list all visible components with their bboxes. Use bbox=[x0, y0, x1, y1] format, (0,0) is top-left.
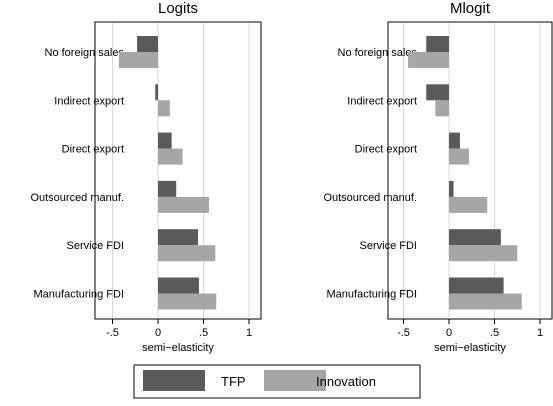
bar-1-tfp-3 bbox=[158, 180, 177, 197]
category-label-2-1: Indirect export bbox=[347, 95, 417, 107]
bar-2-tfp-2 bbox=[449, 132, 460, 149]
plot-area-1 bbox=[94, 21, 262, 320]
bar-1-innovation-5 bbox=[158, 293, 217, 310]
legend-label-innovation: Innovation bbox=[316, 374, 376, 389]
bar-1-innovation-2 bbox=[158, 148, 183, 165]
bar-1-innovation-3 bbox=[158, 196, 209, 213]
bar-2-innovation-4 bbox=[449, 245, 518, 262]
bar-2-innovation-1 bbox=[435, 100, 449, 117]
category-label-1-5: Manufacturing FDI bbox=[34, 289, 124, 301]
x-axis-label-2: semi−elasticity bbox=[434, 342, 506, 354]
bar-2-innovation-3 bbox=[449, 196, 488, 213]
bar-1-tfp-2 bbox=[158, 132, 172, 149]
x-tick-label-2-1: 0 bbox=[446, 327, 452, 339]
x-tick-label-1-0: -.5 bbox=[106, 327, 119, 339]
category-label-2-5: Manufacturing FDI bbox=[327, 289, 417, 301]
plot-area-2 bbox=[387, 21, 553, 320]
x-tick-label-2-3: 1 bbox=[537, 327, 543, 339]
category-label-1-4: Service FDI bbox=[67, 240, 124, 252]
x-tick-label-2-0: -.5 bbox=[397, 327, 410, 339]
bar-1-tfp-1 bbox=[155, 84, 158, 101]
legend-swatch-tfp bbox=[143, 370, 205, 391]
bar-2-tfp-5 bbox=[449, 277, 504, 294]
panel-title-2: Mlogit bbox=[450, 0, 491, 17]
category-label-2-3: Outsourced manuf. bbox=[323, 192, 417, 204]
bar-1-tfp-0 bbox=[137, 36, 158, 52]
bar-2-tfp-4 bbox=[449, 229, 501, 246]
category-label-1-2: Direct export bbox=[62, 144, 124, 156]
x-tick-label-1-1: 0 bbox=[155, 327, 161, 339]
x-tick-label-1-2: .5 bbox=[199, 327, 208, 339]
bar-2-innovation-2 bbox=[449, 148, 470, 165]
bar-1-tfp-5 bbox=[158, 277, 199, 294]
bar-1-innovation-0 bbox=[118, 52, 158, 68]
x-tick-label-1-3: 1 bbox=[246, 327, 252, 339]
legend-swatch-innovation bbox=[264, 370, 326, 391]
bar-2-innovation-0 bbox=[408, 52, 449, 68]
bar-2-tfp-1 bbox=[426, 84, 449, 101]
category-label-2-4: Service FDI bbox=[360, 240, 417, 252]
legend-label-tfp: TFP bbox=[221, 374, 246, 389]
bar-1-innovation-4 bbox=[158, 245, 216, 262]
bar-2-innovation-5 bbox=[449, 293, 522, 310]
category-label-1-1: Indirect export bbox=[54, 95, 124, 107]
bar-1-innovation-1 bbox=[158, 100, 170, 117]
category-label-1-0: No foreign sales bbox=[45, 47, 125, 59]
x-tick-label-2-2: .5 bbox=[490, 327, 499, 339]
bar-2-tfp-3 bbox=[449, 180, 454, 197]
x-axis-label-1: semi−elasticity bbox=[142, 342, 214, 354]
bar-2-tfp-0 bbox=[426, 36, 449, 52]
category-label-2-2: Direct export bbox=[355, 144, 417, 156]
category-label-1-3: Outsourced manuf. bbox=[30, 192, 124, 204]
panel-title-1: Logits bbox=[158, 0, 198, 17]
bar-1-tfp-4 bbox=[158, 229, 199, 246]
category-label-2-0: No foreign sales bbox=[338, 47, 418, 59]
